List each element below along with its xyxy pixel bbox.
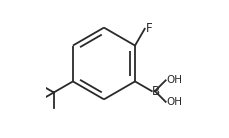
Text: B: B [151,85,159,98]
Text: OH: OH [166,97,182,107]
Text: OH: OH [166,75,182,85]
Text: F: F [145,22,152,35]
